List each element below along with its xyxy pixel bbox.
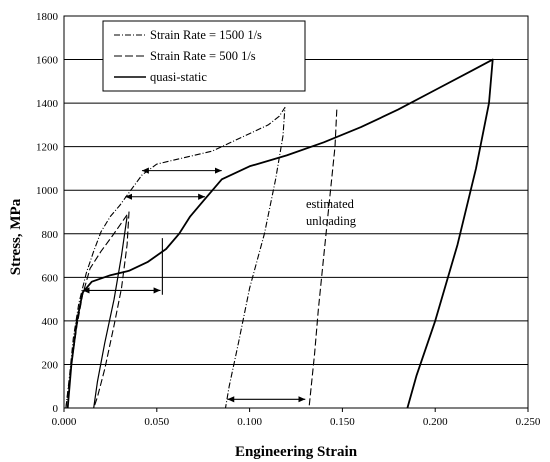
legend: Strain Rate = 1500 1/s Strain Rate = 500… [102,20,306,92]
y-tick-label: 800 [42,229,59,241]
y-tick-label: 400 [42,316,59,328]
x-tick-labels: 0.000 0.050 0.100 0.150 0.200 0.250 [52,408,541,428]
legend-label-500: Strain Rate = 500 1/s [150,49,256,63]
x-axis-label: Engineering Strain [235,444,358,460]
y-tick-label: 1400 [36,98,59,110]
y-tick-label: 200 [42,359,59,371]
plot-frame [63,15,529,409]
x-tick-label: 0.000 [52,416,77,428]
series-line-3 [93,216,128,409]
annotation-line-1: estimated [306,197,355,211]
x-tick-label: 0.050 [144,416,169,428]
annotation-line-2: unloading [306,214,357,228]
legend-label-quasistatic: quasi-static [150,70,207,84]
y-tick-labels: 0 200 400 600 800 1000 1200 1400 1600 1800 [36,11,59,415]
series-line-4 [308,109,338,409]
arrow-annotations [82,167,306,403]
x-tick-label: 0.150 [330,416,355,428]
series-lines [65,58,494,409]
legend-label-1500: Strain Rate = 1500 1/s [150,28,262,42]
x-tick-label: 0.250 [516,416,541,428]
x-tick-label: 0.100 [237,416,262,428]
y-tick-label: 0 [53,403,59,415]
series-line-2 [66,58,494,409]
y-tick-label: 1000 [36,185,59,197]
y-tick-label: 1800 [36,11,59,23]
y-axis-label: Stress, MPa [8,198,24,275]
x-tick-label: 0.200 [423,416,448,428]
y-tick-label: 1200 [36,142,59,154]
series-line-0 [65,106,286,409]
y-tick-label: 1600 [36,55,59,67]
gridlines [64,59,528,365]
y-tick-label: 600 [42,272,59,284]
